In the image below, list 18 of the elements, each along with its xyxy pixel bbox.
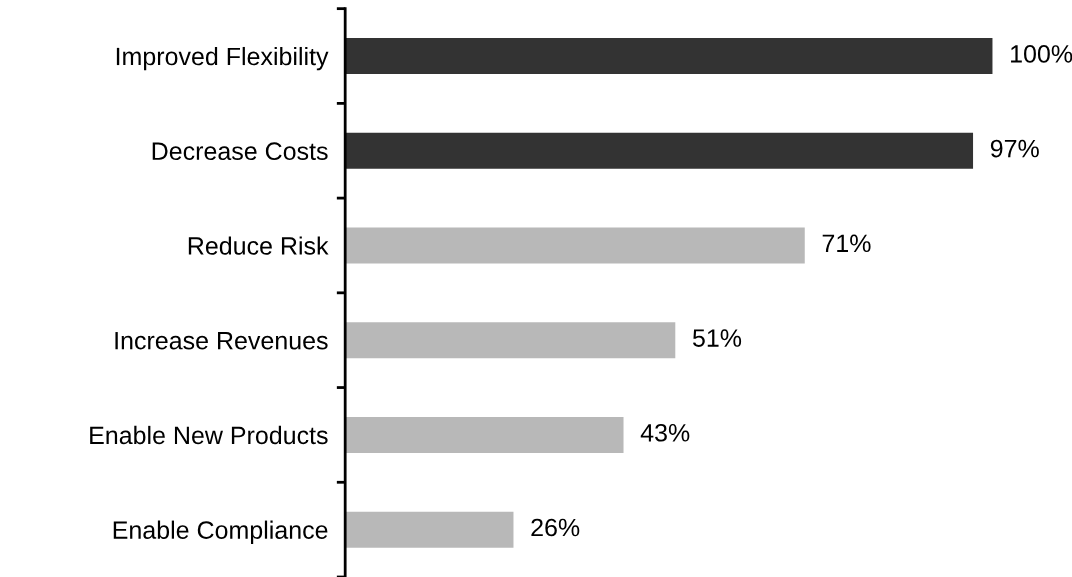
data-label: 97% [990, 139, 1039, 158]
bar [345, 511, 514, 548]
bar [345, 416, 624, 453]
y-tick-label: Increase Revenues [115, 332, 328, 350]
bar [345, 132, 974, 169]
y-tick-label: Enable Compliance [113, 520, 328, 544]
y-tick-label: Improved Flexibility [116, 46, 329, 71]
bar [345, 227, 805, 264]
data-label: 43% [640, 423, 690, 442]
y-tick-label: Reduce Risk [188, 236, 329, 255]
y-tick-label: Decrease Costs [152, 142, 328, 161]
data-label: 26% [531, 518, 580, 537]
data-label: 51% [692, 329, 742, 347]
bar [345, 38, 993, 75]
bar [345, 322, 676, 359]
data-label: 100% [1011, 45, 1072, 63]
data-label: 71% [822, 234, 871, 253]
y-tick-label: Enable New Products [90, 425, 328, 445]
